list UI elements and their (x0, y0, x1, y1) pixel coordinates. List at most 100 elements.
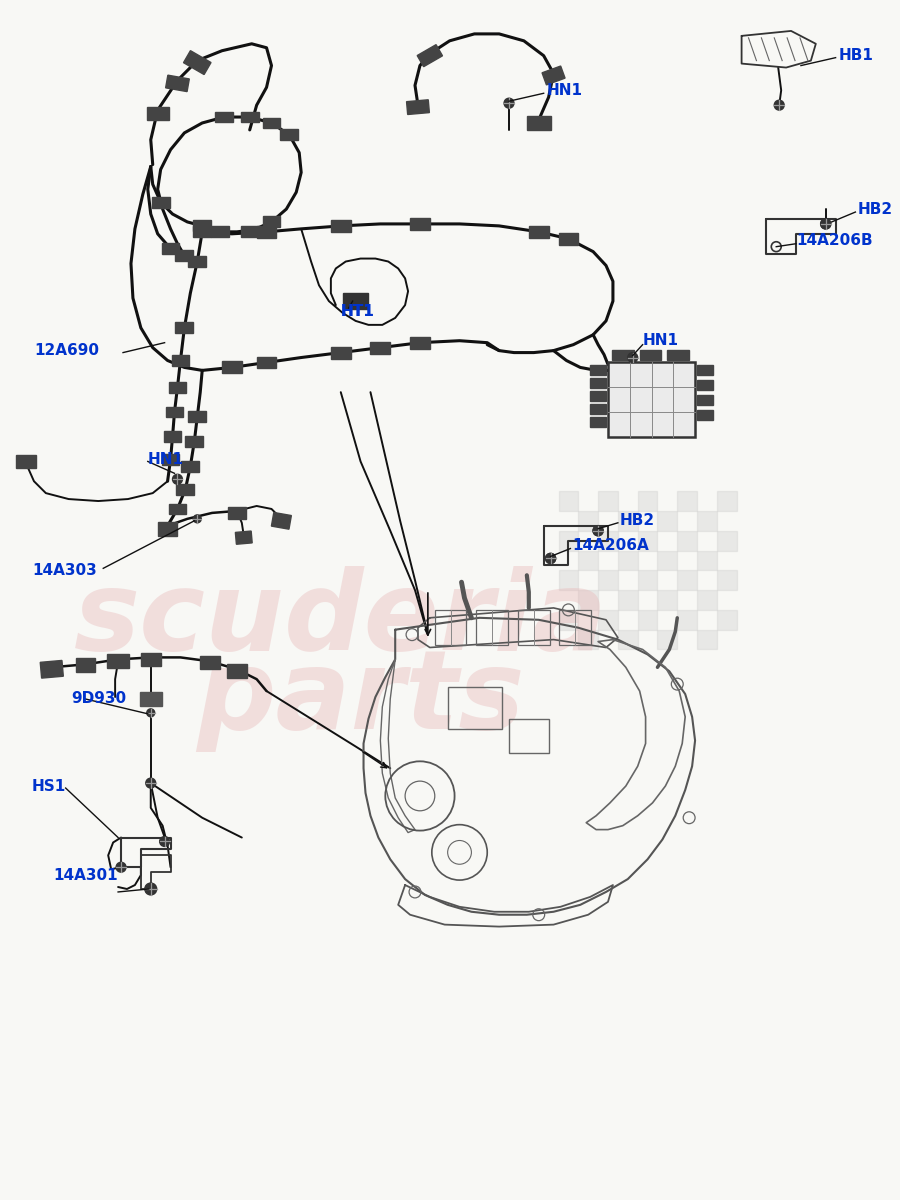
Bar (590, 366, 606, 376)
Bar (678, 530, 698, 551)
Bar (176, 323, 194, 334)
Bar (618, 630, 638, 649)
Circle shape (145, 883, 157, 895)
Bar (166, 76, 189, 91)
Bar (717, 530, 736, 551)
Text: HT1: HT1 (341, 304, 374, 318)
Bar (717, 570, 736, 590)
Bar (141, 653, 160, 666)
Bar (188, 256, 206, 266)
Text: HB1: HB1 (839, 48, 874, 64)
Bar (164, 431, 182, 442)
Bar (40, 660, 63, 678)
Bar (598, 491, 618, 511)
Bar (698, 590, 717, 610)
Bar (281, 130, 298, 140)
Bar (194, 227, 212, 238)
Bar (590, 416, 606, 427)
Text: 14A206B: 14A206B (796, 233, 873, 248)
Bar (476, 610, 508, 644)
Bar (194, 221, 212, 232)
Circle shape (593, 526, 603, 535)
Bar (168, 504, 186, 515)
Bar (559, 570, 579, 590)
Text: HB2: HB2 (620, 514, 655, 528)
Bar (188, 412, 206, 422)
Bar (222, 361, 242, 373)
Bar (579, 511, 599, 530)
Bar (612, 349, 634, 360)
Bar (176, 484, 194, 494)
Bar (263, 216, 281, 227)
Bar (228, 506, 246, 518)
Bar (256, 356, 276, 368)
Bar (263, 118, 281, 128)
Circle shape (545, 553, 555, 563)
Bar (698, 511, 717, 530)
Bar (698, 410, 713, 420)
Text: HT1: HT1 (341, 304, 374, 318)
Bar (166, 407, 184, 418)
Bar (638, 570, 658, 590)
Circle shape (147, 709, 155, 716)
Bar (182, 461, 199, 472)
Bar (172, 355, 189, 366)
Bar (658, 630, 678, 649)
Text: 14A206A: 14A206A (572, 538, 649, 553)
Bar (140, 692, 162, 706)
Bar (241, 227, 258, 238)
Bar (579, 551, 599, 570)
Bar (658, 551, 678, 570)
Bar (518, 610, 550, 644)
Circle shape (774, 101, 784, 110)
Circle shape (116, 863, 126, 872)
Text: HS1: HS1 (32, 779, 67, 793)
Bar (16, 455, 36, 468)
Bar (640, 349, 662, 360)
Bar (241, 112, 258, 122)
Bar (668, 349, 689, 360)
Bar (147, 107, 168, 120)
Bar (185, 437, 203, 448)
Bar (579, 630, 599, 649)
Bar (698, 366, 713, 376)
Bar (435, 610, 466, 644)
Bar (410, 218, 430, 230)
Bar (162, 454, 179, 464)
Text: 12A690: 12A690 (34, 343, 99, 358)
Bar (678, 570, 698, 590)
Bar (598, 570, 618, 590)
Text: scuderia: scuderia (74, 566, 608, 673)
Bar (678, 491, 698, 511)
Bar (598, 610, 618, 630)
Bar (638, 610, 658, 630)
Bar (256, 226, 276, 238)
Bar (407, 100, 429, 114)
Bar (331, 347, 351, 359)
Bar (371, 342, 391, 354)
Bar (618, 590, 638, 610)
Bar (559, 233, 579, 245)
Bar (658, 511, 678, 530)
Bar (200, 656, 220, 668)
Circle shape (504, 98, 514, 108)
Bar (698, 380, 713, 390)
Circle shape (821, 218, 831, 229)
Circle shape (194, 515, 202, 523)
Bar (678, 610, 698, 630)
Text: HN1: HN1 (148, 452, 184, 467)
Bar (410, 337, 430, 349)
Text: HN1: HN1 (643, 334, 679, 348)
Bar (658, 590, 678, 610)
Bar (638, 491, 658, 511)
Bar (509, 719, 549, 754)
Bar (529, 226, 549, 238)
Bar (698, 395, 713, 406)
Bar (447, 688, 502, 728)
Bar (168, 382, 186, 392)
Bar (212, 227, 229, 238)
Bar (158, 522, 177, 535)
Bar (698, 551, 717, 570)
Bar (176, 250, 194, 262)
Bar (152, 197, 169, 208)
